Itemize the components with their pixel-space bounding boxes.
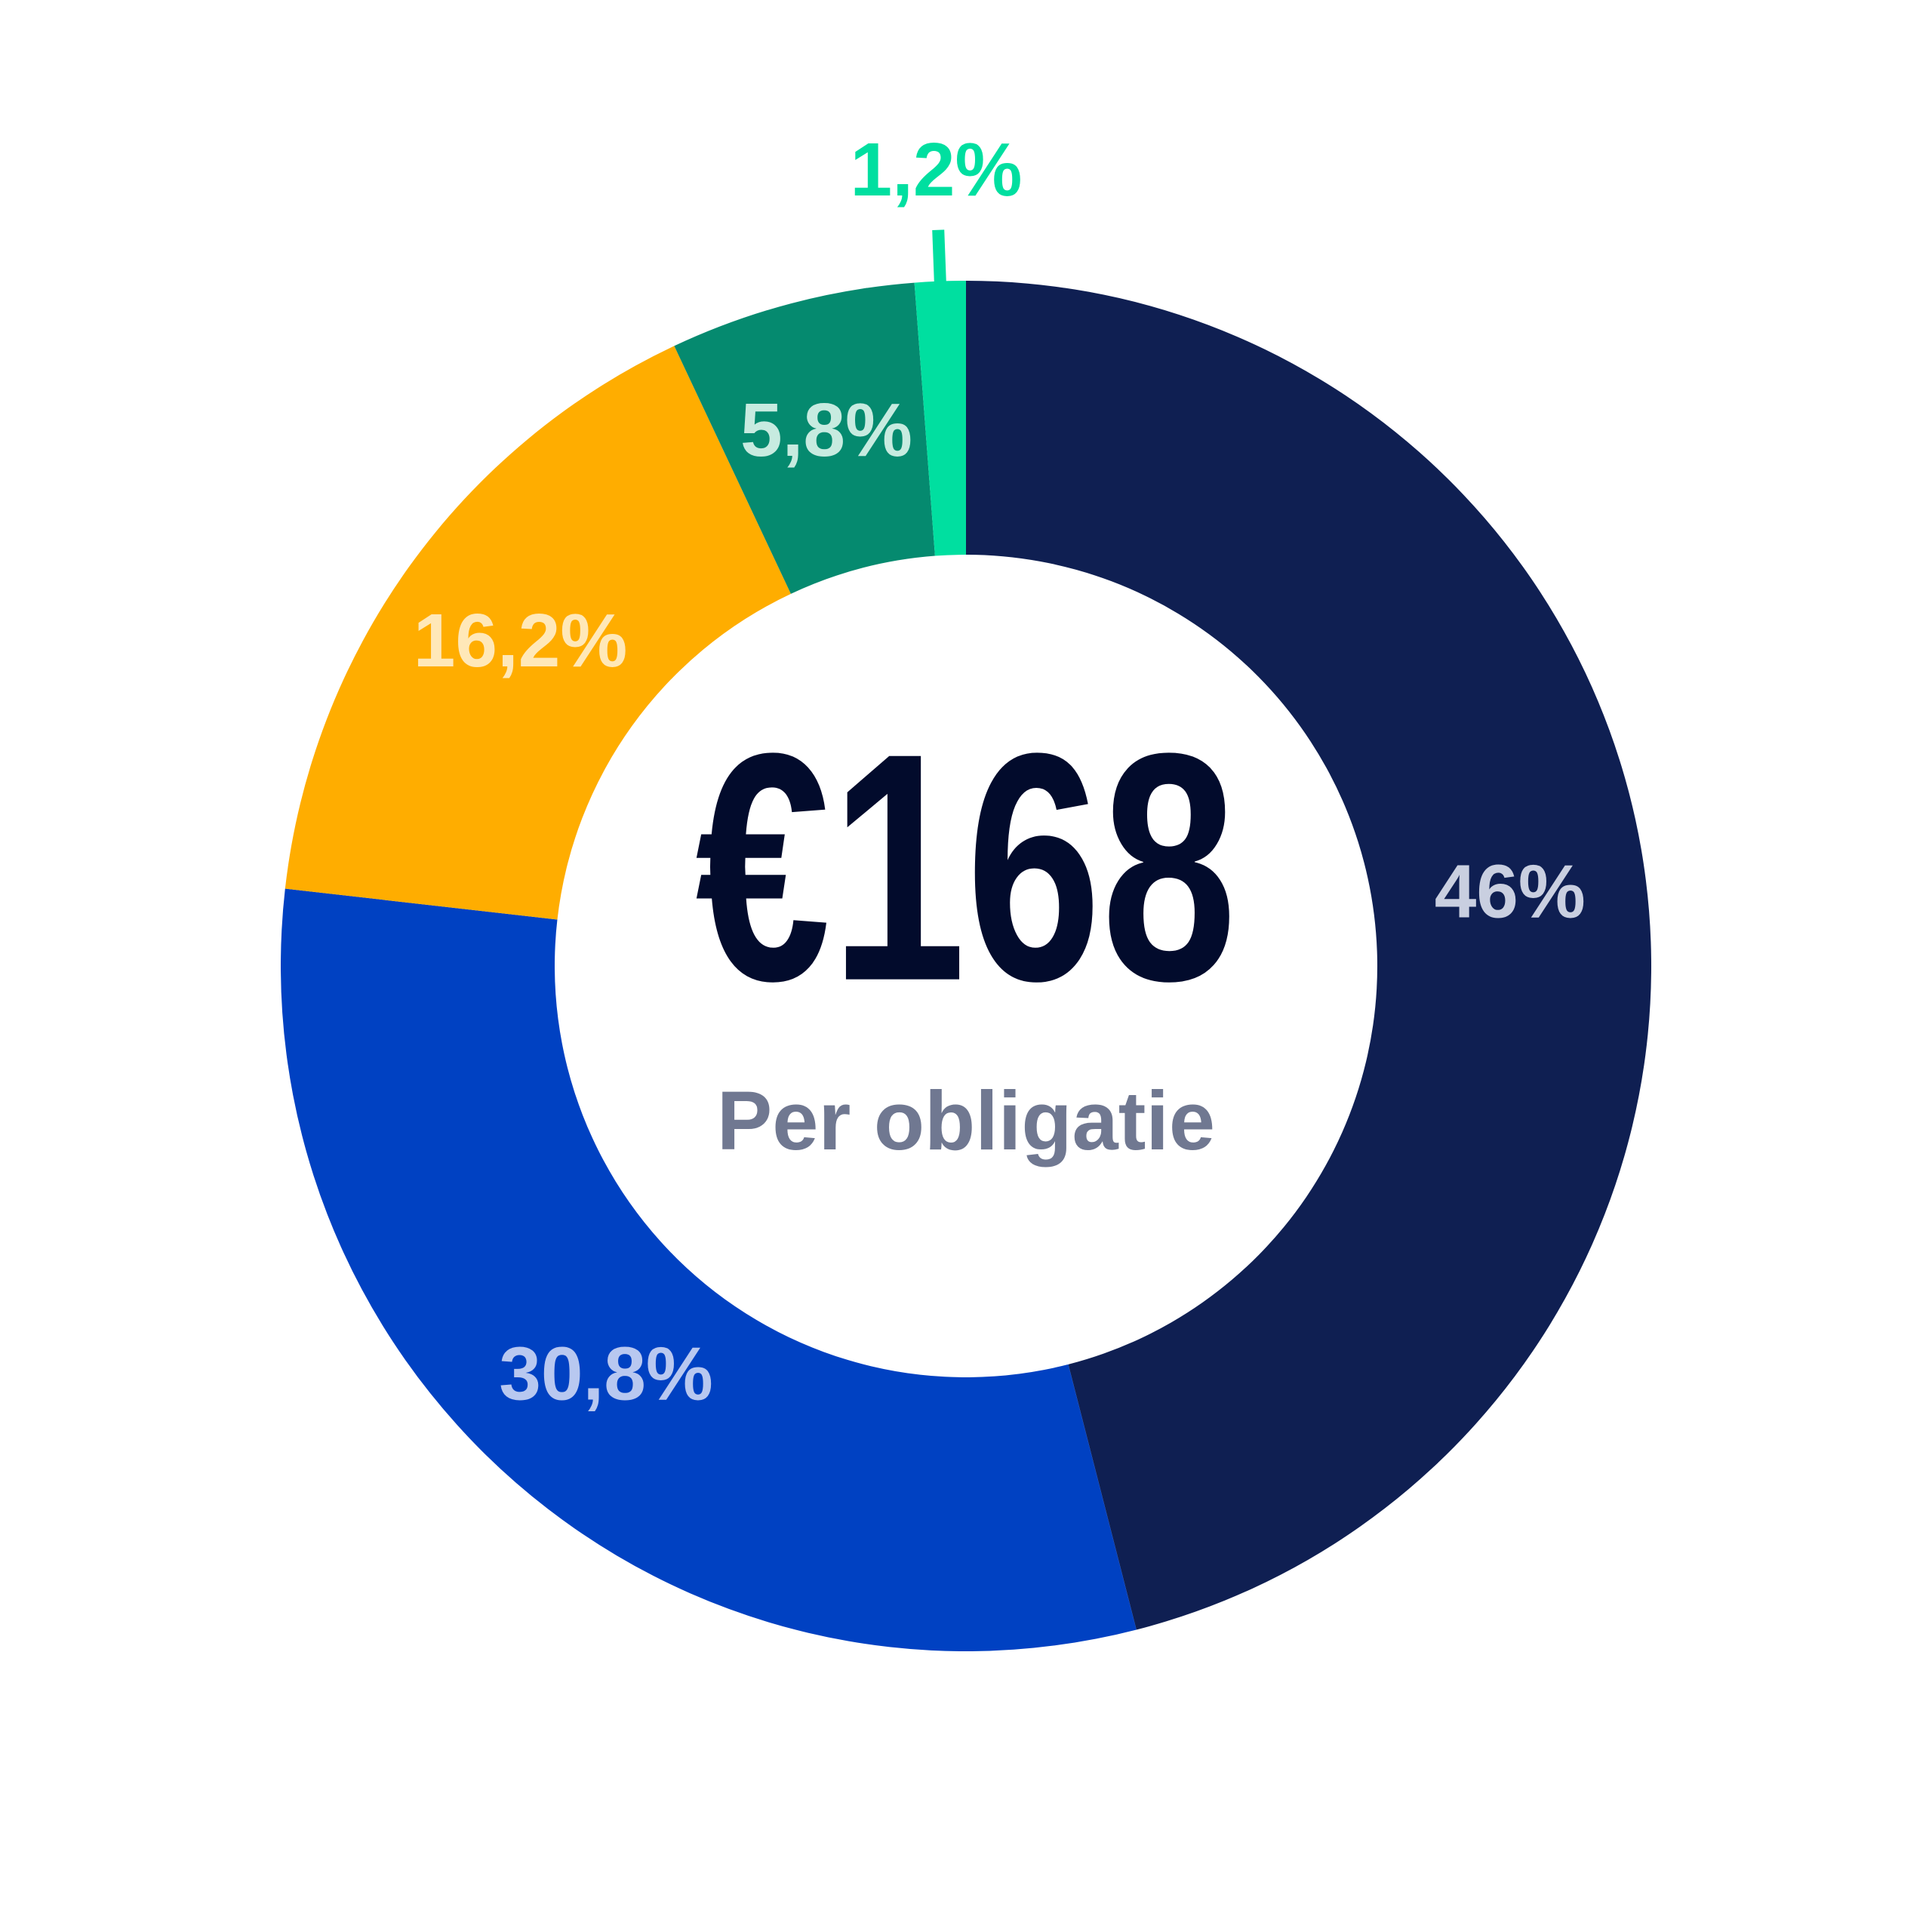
- leader-line: [932, 229, 946, 283]
- donut-segment: [280, 888, 1137, 1651]
- donut: [280, 229, 1651, 1651]
- data-label: 46%: [1435, 849, 1586, 934]
- center-value-group: €168: [695, 685, 1236, 1048]
- donut-segment: [674, 282, 935, 594]
- donut-segment: [285, 346, 791, 920]
- center-label: Per obligatie: [717, 1075, 1215, 1168]
- data-label: 5,8%: [740, 388, 912, 472]
- donut-segment: [914, 281, 966, 556]
- data-label: 1,2%: [851, 128, 1023, 212]
- data-label: 30,8%: [499, 1331, 713, 1416]
- data-label: 16,2%: [414, 598, 628, 683]
- donut-segment: [966, 281, 1651, 1630]
- center-value: €168: [695, 685, 1236, 1048]
